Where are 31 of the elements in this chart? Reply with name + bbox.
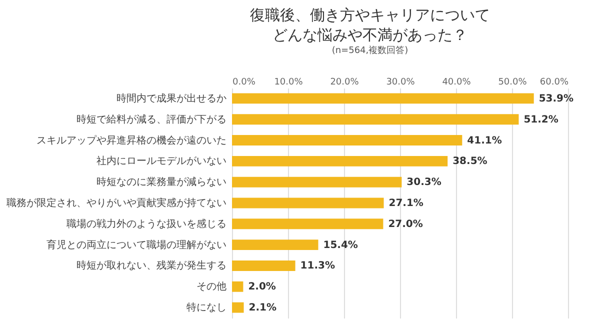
data-label: 38.5% [452,156,488,168]
y-tick-label: 時間内で成果が出せるか [116,92,226,104]
x-tick-label: 20.0% [330,78,360,88]
x-tick-label: 50.0% [498,78,528,88]
data-label: 2.0% [248,282,276,293]
data-label: 27.0% [388,218,423,230]
y-tick-label: 時短で給料が減る、評価が下がる [76,113,226,126]
data-label: 15.4% [323,240,358,251]
chart-subtitle: (n=564,複数回答) [332,45,408,56]
data-label: 27.1% [388,198,424,209]
y-tick-label: 育児との両立について職場の理解がない [46,238,226,251]
x-tick-label: 0.0% [232,78,256,88]
y-tick-label: 社内にロールモデルがいない [96,155,226,168]
x-tick-label: 30.0% [386,78,416,88]
data-label: 53.9% [538,93,574,104]
y-tick-label: 特になし [186,302,226,314]
chart-title: 復職後、働き方やキャリアについてどんな悩みや不満があった？ [250,6,490,44]
y-tick-label: 職場の戦力外のような扱いを感じる [66,218,226,230]
y-tick-label: スキルアップや昇進昇格の機会が遠のいた [36,134,226,146]
y-tick-label: その他 [196,280,226,293]
data-label: 11.3% [300,260,335,272]
y-tick-label: 時短が取れない、残業が発生する [76,260,226,272]
x-tick-label: 10.0% [274,78,304,88]
data-label: 51.2% [524,114,558,126]
data-label: 2.1% [248,302,276,314]
y-tick-label: 職務が限定され、やりがいや貢献実感が持てない [6,197,226,209]
y-tick-label: 時短なのに業務量が減らない [96,176,226,188]
data-label: 41.1% [467,135,502,146]
data-label: 30.3% [406,177,442,188]
x-tick-label: 40.0% [442,78,472,88]
x-tick-label: 60.0% [540,78,569,88]
